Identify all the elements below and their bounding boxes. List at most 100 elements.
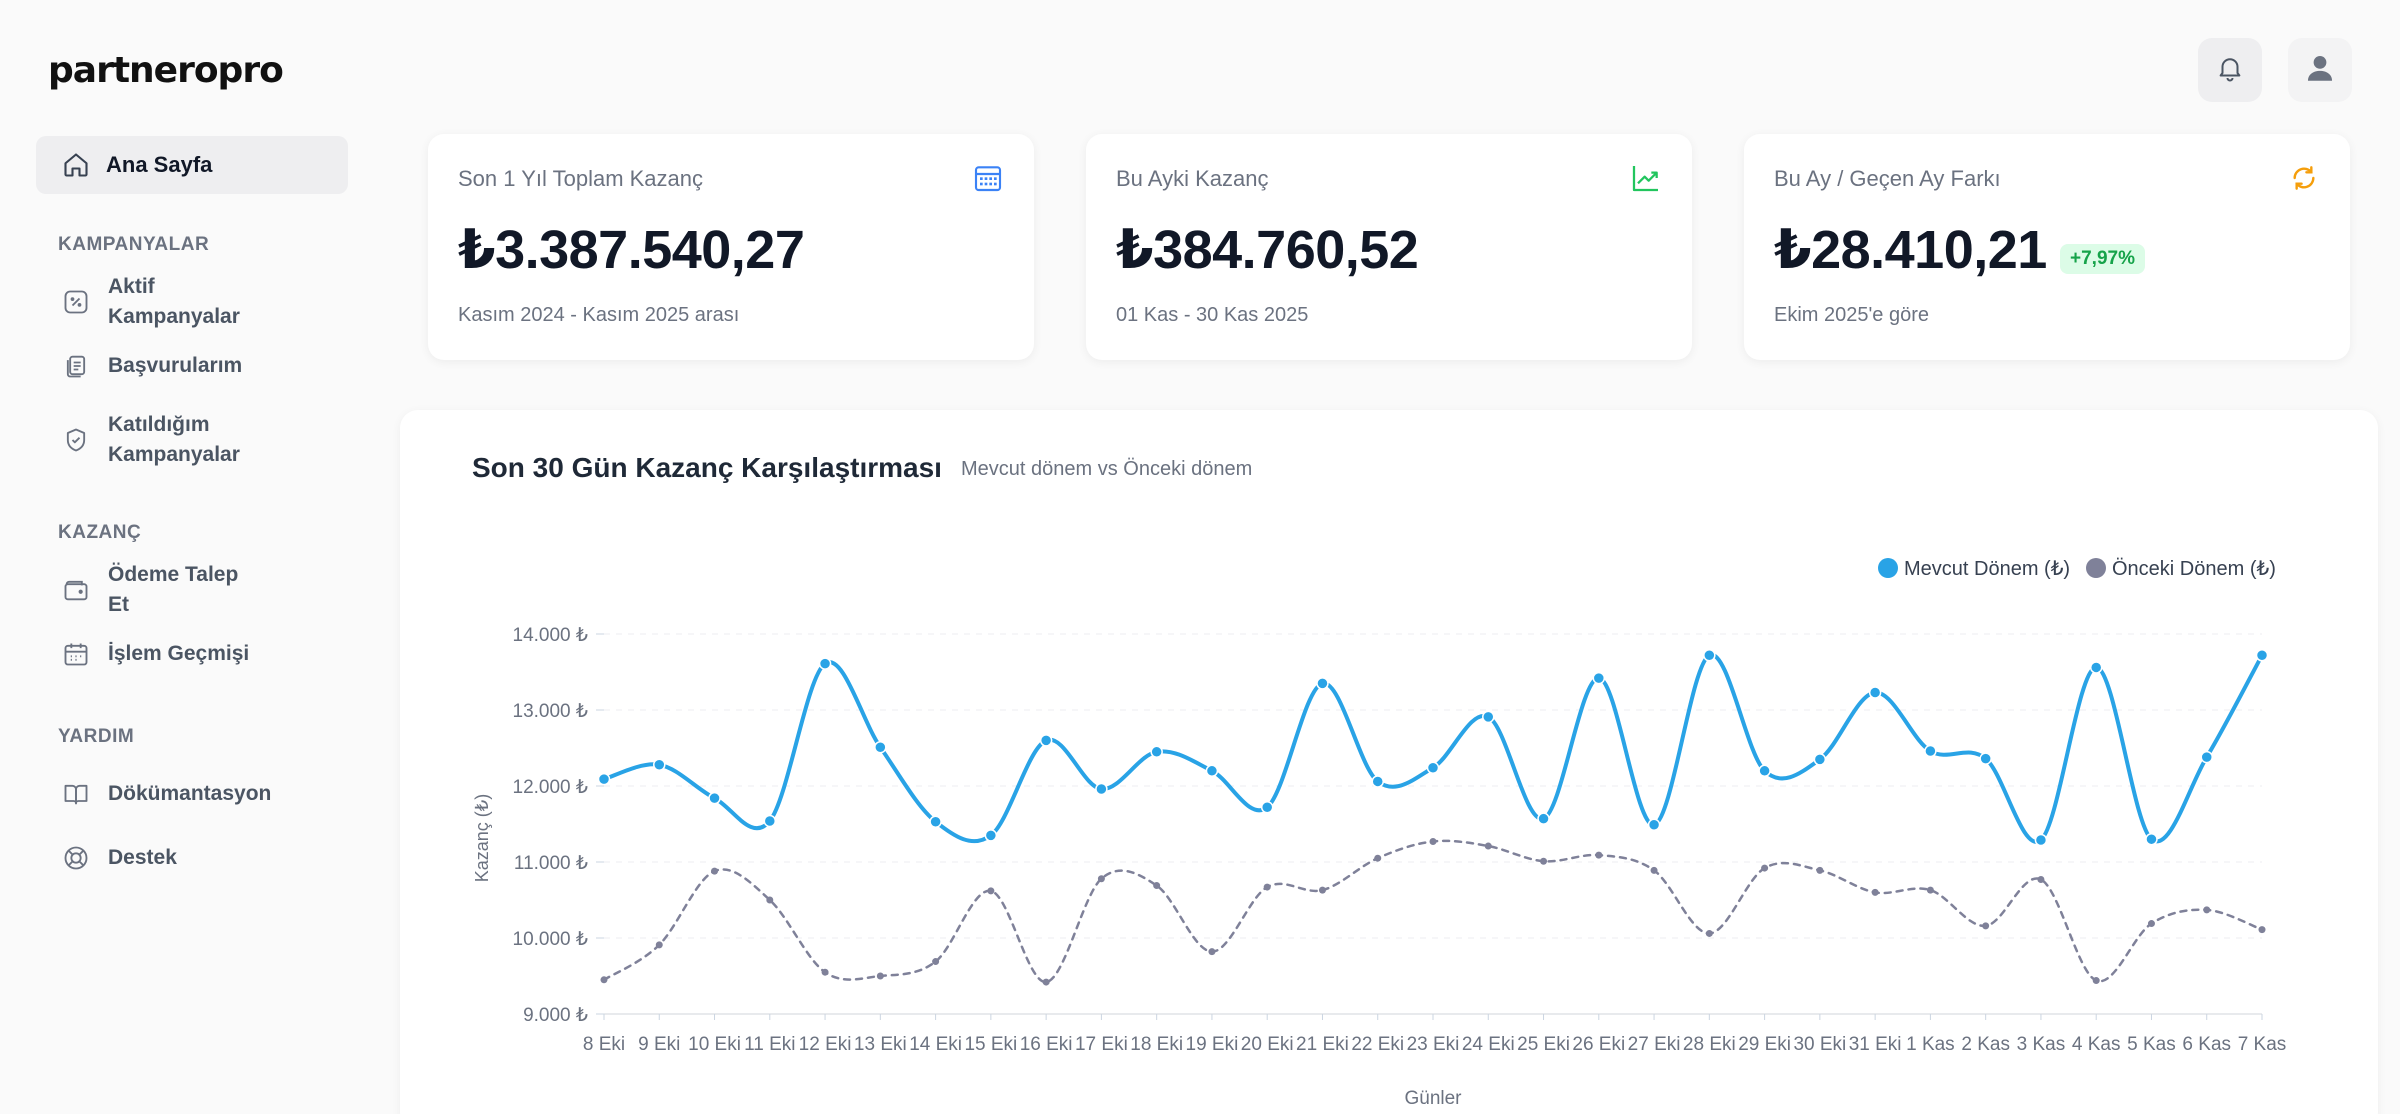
data-point-previous [1208,948,1216,956]
data-point-current [1924,744,1937,758]
sidebar-item-dokumantasyon[interactable]: Dökümantasyon [36,762,348,826]
data-point-previous [2037,875,2045,883]
data-point-current [1592,671,1606,685]
data-point-current [1537,812,1550,825]
data-point-current [929,815,942,828]
x-tick-label: 9 Eki [638,1034,680,1055]
data-point-previous [1484,842,1492,850]
section-title-kazanc: KAZANÇ [58,522,142,543]
x-tick-label: 7 Kas [2238,1034,2287,1055]
data-point-current [2034,833,2048,847]
data-point-previous [2092,977,2100,985]
data-point-current [1316,677,1329,690]
data-point-current [1205,764,1219,778]
data-point-previous [711,867,719,875]
data-point-previous [1042,978,1050,986]
data-point-previous [1153,882,1161,890]
calendar-grid-icon [972,162,1004,199]
card-title: Bu Ayki Kazanç [1116,166,1269,191]
card-total-year: Son 1 Yıl Toplam Kazanç ₺3.387.540,27 Ka… [428,134,1034,360]
refresh-icon [2288,162,2320,199]
sidebar-item-label: Başvurularım [108,354,243,377]
data-point-previous [1926,886,1934,894]
x-tick-label: 1 Kas [1906,1034,1955,1055]
chart-title: Son 30 Gün Kazanç Karşılaştırması [472,452,942,483]
home-icon [62,151,90,179]
card-month-diff: Bu Ay / Geçen Ay Farkı ₺28.410,21 +7,97%… [1744,134,2350,360]
x-tick-label: 3 Kas [2017,1034,2066,1055]
x-tick-label: 2 Kas [1961,1034,2010,1055]
shield-check-icon [62,426,90,454]
x-tick-label: 12 Eki [799,1034,852,1055]
data-point-current [597,772,611,786]
sidebar-item-label: Destek [108,846,177,869]
data-point-current [708,791,721,805]
series-line-current [602,653,2264,844]
x-tick-label: 4 Kas [2072,1034,2121,1055]
data-point-previous [2258,926,2266,934]
card-value: ₺3.387.540,27 [458,220,805,280]
data-point-current [1703,649,1716,662]
data-point-previous [1816,866,1824,874]
earnings-line-chart[interactable]: 9.000 ₺ 10.000 ₺ 11.000 ₺ 12.000 ₺ 13.000 ₺ 1… [400,410,2378,1114]
card-subtitle: Ekim 2025'e göre [1774,304,1930,326]
trend-up-icon [1630,162,1662,199]
x-tick-label: 19 Eki [1186,1034,1239,1055]
data-point-previous [1595,851,1603,859]
user-icon [2303,51,2337,90]
x-tick-label: 24 Eki [1462,1034,1515,1055]
section-title-yardim: YARDIM [58,726,135,747]
profile-button[interactable] [2288,38,2352,102]
x-tick-label: 6 Kas [2182,1034,2231,1055]
sidebar-item-odeme-talep-et[interactable]: Ödeme Talep Et [36,558,348,622]
sidebar-item-home[interactable]: Ana Sayfa [36,136,348,194]
sidebar-item-destek[interactable]: Destek [36,826,348,890]
change-badge: +7,97% [2060,244,2145,274]
data-point-current [653,758,666,771]
data-point-previous [1097,875,1105,883]
data-point-current [1813,753,1827,766]
data-point-current [763,814,777,828]
x-tick-label: 25 Eki [1517,1034,1570,1055]
app-logo[interactable]: partneropro [48,50,284,91]
x-tick-label: 20 Eki [1241,1034,1294,1055]
sidebar-item-islem-gecmisi[interactable]: İşlem Geçmişi [36,622,348,686]
data-point-previous [2203,906,2211,914]
x-tick-label: 17 Eki [1075,1034,1128,1055]
x-tick-label: 22 Eki [1351,1034,1404,1055]
sidebar-item-katildigim-kampanyalar[interactable]: Katıldığım Kampanyalar [36,398,348,482]
chart-panel: Son 30 Gün Kazanç Karşılaştırması Mevcut… [400,410,2378,1114]
data-point-previous [655,941,663,949]
x-tick-label: 31 Eki [1849,1034,1902,1055]
x-tick-label: 26 Eki [1572,1034,1625,1055]
x-tick-label: 8 Eki [583,1034,625,1055]
bell-icon [2215,53,2245,88]
data-point-current [1647,818,1661,832]
y-tick-label: 13.000 ₺ [513,701,588,722]
data-point-current [1260,801,1274,814]
wallet-icon [62,576,90,604]
legend-marker [1878,558,1898,578]
x-tick-label: 27 Eki [1628,1034,1681,1055]
data-point-current [1371,775,1384,788]
card-subtitle: Kasım 2024 - Kasım 2025 arası [458,304,740,326]
y-axis-title: Kazanç (₺) [472,794,492,882]
data-point-current [1426,761,1440,775]
sidebar-item-aktif-kampanyalar[interactable]: Aktif Kampanyalar [36,270,348,334]
data-point-previous [1650,866,1658,874]
chart-subtitle: Mevcut dönem vs Önceki dönem [961,458,1253,480]
data-point-current [1095,782,1108,796]
data-point-previous [600,976,608,984]
notifications-button[interactable] [2198,38,2262,102]
data-point-current [1979,752,1992,765]
card-title: Son 1 Yıl Toplam Kazanç [458,166,704,191]
y-tick-label: 12.000 ₺ [513,777,588,798]
x-tick-label: 10 Eki [688,1034,741,1055]
sidebar-item-basvurularim[interactable]: Başvurularım [36,334,348,398]
section-title-kampanyalar: KAMPANYALAR [58,234,210,255]
data-point-current [1039,734,1053,747]
data-point-current [874,740,887,754]
data-point-previous [876,972,884,980]
data-point-current [818,657,832,670]
data-point-previous [1318,886,1326,894]
